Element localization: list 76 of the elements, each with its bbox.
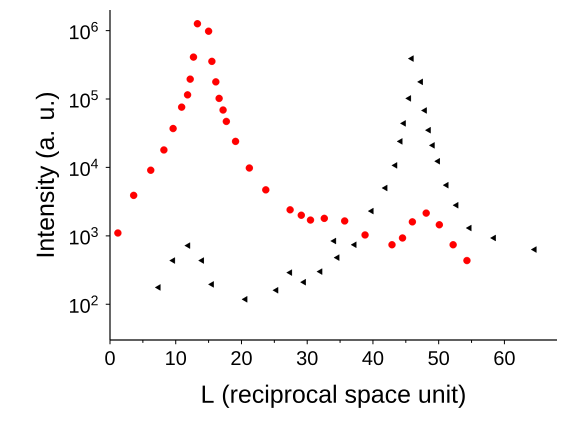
- point: [350, 242, 356, 248]
- point: [262, 186, 270, 194]
- x-tick-label: 40: [362, 351, 384, 366]
- x-axis-title: L (reciprocal space unit): [202, 384, 465, 408]
- point: [232, 138, 240, 146]
- point: [452, 202, 458, 208]
- point: [340, 217, 348, 225]
- point: [219, 106, 227, 114]
- point: [246, 164, 254, 172]
- point: [178, 103, 186, 111]
- point: [272, 287, 278, 294]
- point: [316, 268, 322, 275]
- point: [436, 221, 444, 228]
- point: [442, 182, 449, 188]
- point: [429, 142, 435, 149]
- point: [405, 95, 412, 102]
- point: [147, 166, 154, 174]
- point: [396, 138, 402, 145]
- point: [198, 257, 204, 264]
- point: [425, 126, 431, 134]
- x-tick-label: 0: [105, 351, 115, 366]
- point: [421, 107, 427, 114]
- x-tick-label: 30: [296, 351, 318, 366]
- y-tick-label: 10$^{5}$: [70, 90, 98, 108]
- point: [204, 28, 212, 35]
- point: [530, 246, 537, 253]
- point: [190, 53, 198, 61]
- point: [114, 229, 122, 237]
- y-tick-label: 10$^{3}$: [70, 227, 98, 245]
- point: [466, 224, 472, 232]
- point: [463, 256, 471, 264]
- point: [215, 94, 223, 102]
- point: [286, 206, 294, 214]
- point: [306, 216, 314, 224]
- point: [490, 234, 496, 242]
- point: [222, 118, 230, 126]
- point: [242, 296, 248, 303]
- point: [398, 234, 406, 242]
- point: [368, 208, 374, 214]
- point: [388, 241, 396, 248]
- point: [208, 58, 216, 66]
- point: [194, 20, 202, 28]
- point: [130, 192, 138, 200]
- point: [212, 78, 220, 86]
- point: [300, 278, 306, 286]
- point: [186, 75, 194, 83]
- point: [400, 120, 406, 127]
- point: [408, 218, 416, 226]
- point: [330, 238, 336, 244]
- point: [434, 158, 440, 164]
- point: [154, 284, 161, 291]
- point: [208, 281, 214, 288]
- point: [361, 231, 369, 239]
- x-tick-label: 60: [494, 351, 515, 366]
- y-tick-label: 10$^{4}$: [70, 158, 98, 176]
- point: [184, 242, 190, 249]
- point: [408, 55, 414, 62]
- point: [184, 91, 192, 99]
- point: [417, 78, 423, 86]
- point: [169, 257, 176, 264]
- y-tick-label: 10$^{6}$: [70, 22, 98, 40]
- point: [169, 124, 177, 132]
- point: [286, 269, 292, 276]
- point: [334, 254, 340, 261]
- point: [392, 162, 398, 169]
- point: [298, 212, 305, 219]
- x-tick-label: 20: [231, 351, 252, 366]
- x-tick-label: 50: [428, 351, 449, 366]
- point: [422, 209, 430, 217]
- x-tick-label: 10: [166, 351, 186, 366]
- point: [382, 184, 388, 192]
- point: [160, 146, 168, 154]
- point: [320, 214, 328, 222]
- point: [449, 241, 457, 248]
- y-axis-title: Intensity (a. u.): [36, 93, 60, 256]
- y-tick-label: 10$^{2}$: [70, 296, 98, 313]
